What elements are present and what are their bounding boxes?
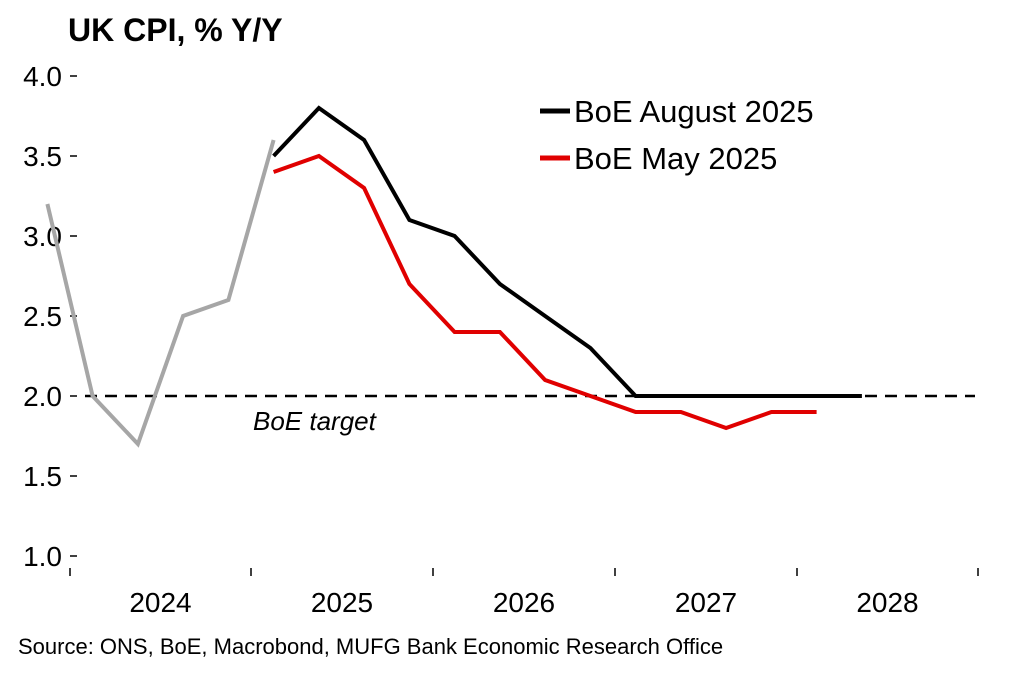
x-tick-label: 2025: [311, 587, 373, 618]
series-boe-august-2025-line: [272, 105, 862, 398]
series-actual-cpi-line: [45, 139, 276, 448]
x-tick-label: 2028: [856, 587, 918, 618]
series-boe-may-2025-line: [272, 153, 817, 431]
target-reference: BoE target: [85, 394, 975, 436]
x-tick-label: 2024: [129, 587, 191, 618]
x-tick-label: 2027: [675, 587, 737, 618]
legend-label: BoE May 2025: [574, 141, 777, 176]
y-tick-label: 1.0: [23, 541, 62, 572]
y-tick-label: 1.5: [23, 461, 62, 492]
y-tick-label: 3.5: [23, 141, 62, 172]
x-axis: 2024 2025 2026 2027 2028: [69, 568, 979, 618]
target-label: BoE target: [253, 406, 378, 436]
y-tick-label: 2.5: [23, 301, 62, 332]
source-note: Source: ONS, BoE, Macrobond, MUFG Bank E…: [18, 634, 724, 659]
legend-label: BoE August 2025: [574, 94, 814, 129]
y-tick-label: 4.0: [23, 61, 62, 92]
y-tick-label: 2.0: [23, 381, 62, 412]
y-axis: 1.01.52.02.53.03.54.0: [23, 61, 77, 572]
x-tick-label: 2026: [493, 587, 555, 618]
chart-title: UK CPI, % Y/Y: [68, 12, 283, 48]
series-layer: [45, 105, 862, 448]
legend: BoE August 2025 BoE May 2025: [540, 94, 814, 176]
